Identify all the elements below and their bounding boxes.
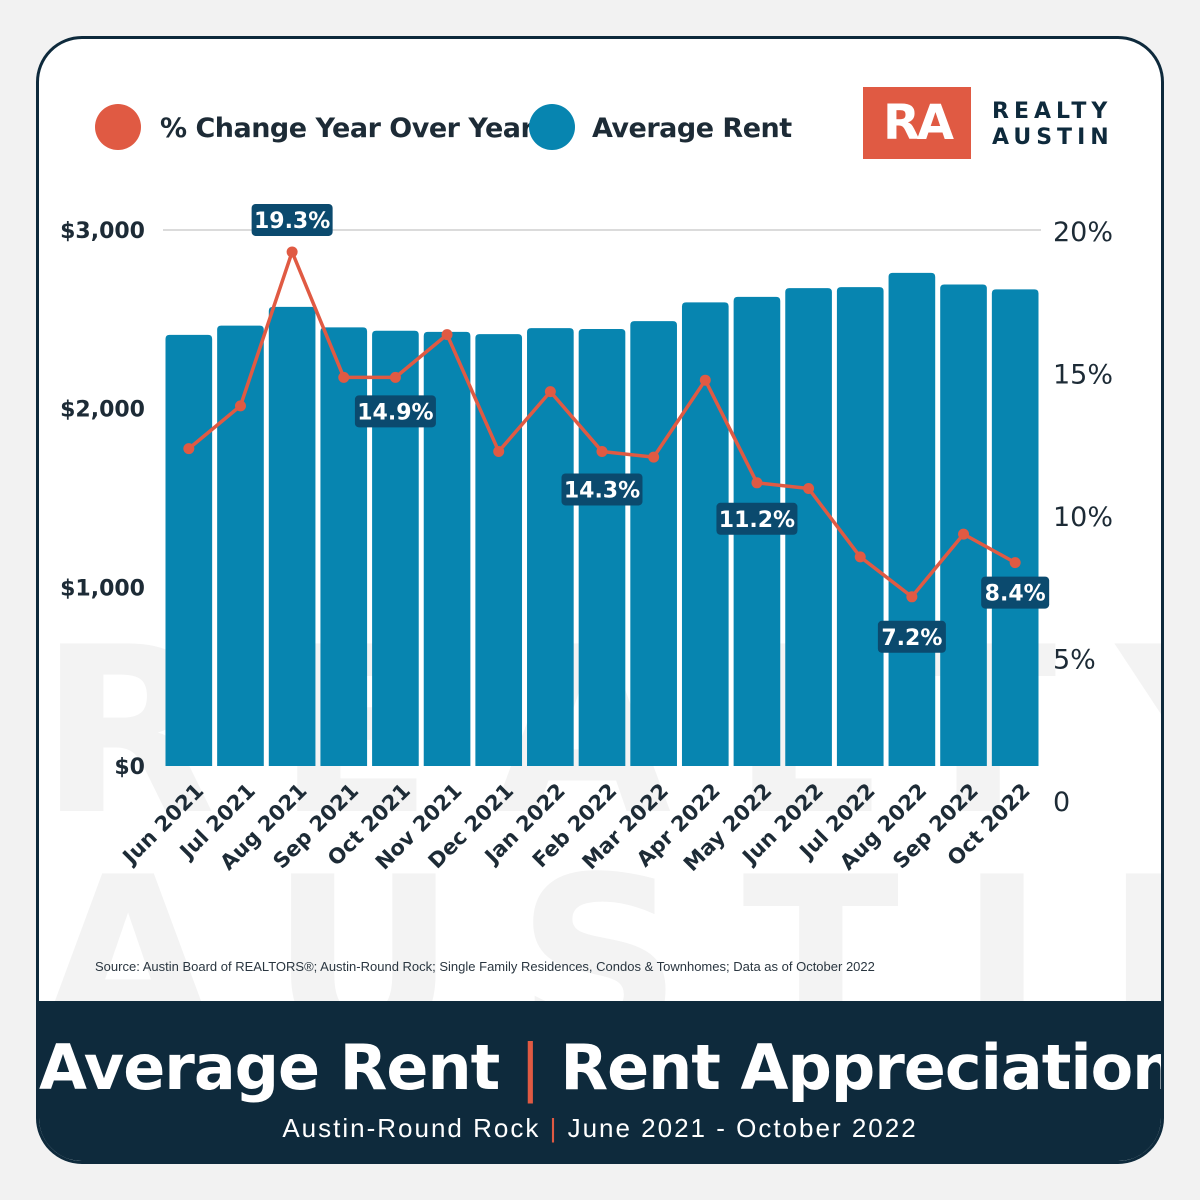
rent-bar	[579, 329, 626, 766]
rent-bar	[889, 273, 936, 766]
data-label: 14.9%	[357, 400, 433, 425]
y-right-tick: 10%	[1053, 502, 1113, 533]
footer-title-separator: |	[520, 1031, 540, 1104]
y-right-tick: 20%	[1053, 217, 1113, 248]
yoy-point	[855, 551, 866, 562]
yoy-point	[442, 329, 453, 340]
rent-bar	[837, 287, 884, 766]
infographic-card: REALTY AUSTIN % Change Year Over Year Av…	[36, 36, 1164, 1164]
rent-bar	[320, 327, 367, 766]
data-label: 11.2%	[719, 508, 795, 533]
yoy-point	[803, 483, 814, 494]
data-label: 8.4%	[985, 582, 1046, 607]
yoy-point	[906, 591, 917, 602]
data-label: 7.2%	[881, 626, 942, 651]
yoy-point	[183, 443, 194, 454]
y-right-tick: 5%	[1053, 645, 1096, 676]
footer-title-left: Average Rent	[39, 1031, 499, 1104]
y-right-tick: 15%	[1053, 360, 1113, 391]
data-label: 19.3%	[254, 209, 330, 234]
yoy-point	[287, 246, 298, 257]
footer-title-right: Rent Appreciation	[560, 1031, 1164, 1104]
rent-bar	[992, 289, 1039, 766]
yoy-point	[545, 386, 556, 397]
yoy-point	[390, 372, 401, 383]
y-left-tick: $3,000	[60, 219, 145, 244]
yoy-point	[648, 452, 659, 463]
yoy-point	[1010, 557, 1021, 568]
rent-bar	[630, 321, 677, 766]
yoy-point	[338, 372, 349, 383]
footer-subtitle: Austin-Round Rock | June 2021 - October …	[39, 1113, 1161, 1144]
yoy-point	[235, 400, 246, 411]
footer-sub-left: Austin-Round Rock	[282, 1113, 540, 1143]
rent-bar	[475, 334, 522, 766]
rent-bar	[217, 326, 264, 766]
yoy-point	[493, 446, 504, 457]
rent-bar	[166, 335, 213, 766]
rent-bar	[940, 284, 987, 766]
footer-banner: Average Rent | Rent Appreciation Austin-…	[39, 1001, 1161, 1164]
yoy-point	[597, 446, 608, 457]
footer-title: Average Rent | Rent Appreciation	[39, 1031, 1161, 1104]
footer-sub-right: June 2021 - October 2022	[568, 1113, 918, 1143]
y-right-tick: 0	[1053, 787, 1070, 818]
yoy-point	[700, 375, 711, 386]
y-left-tick: $0	[114, 755, 145, 780]
data-label: 14.3%	[564, 478, 640, 503]
footer-sub-separator: |	[550, 1113, 559, 1143]
rent-bar	[269, 307, 316, 766]
y-left-tick: $1,000	[60, 576, 145, 601]
yoy-point	[958, 529, 969, 540]
y-left-tick: $2,000	[60, 398, 145, 423]
source-note: Source: Austin Board of REALTORS®; Austi…	[95, 959, 875, 974]
yoy-point	[751, 477, 762, 488]
